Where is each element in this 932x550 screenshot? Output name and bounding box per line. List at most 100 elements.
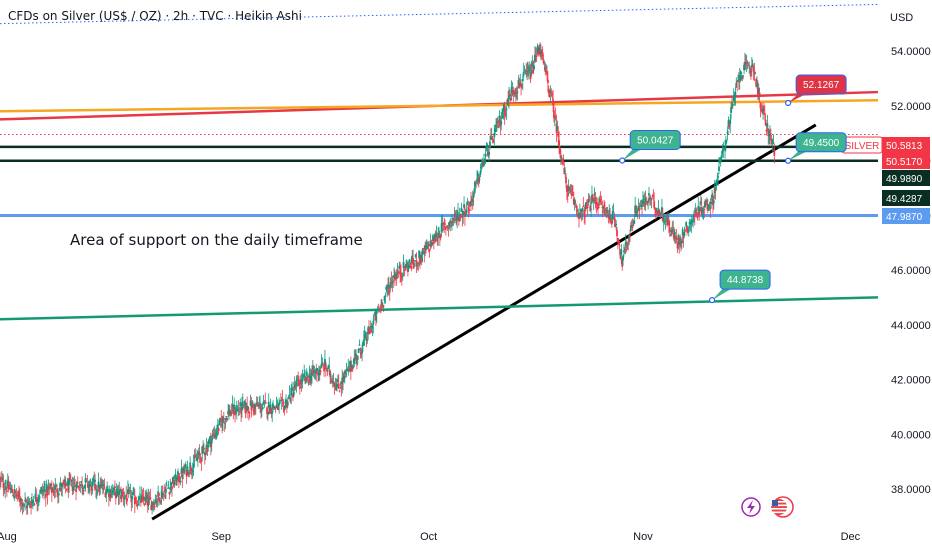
candle-body-676 [583, 210, 586, 216]
candle-body-326 [280, 399, 283, 401]
candle-body-373 [321, 363, 324, 365]
candle-body-403 [347, 365, 350, 367]
callout-pointer-0 [788, 92, 811, 104]
callout-pill-1[interactable] [629, 130, 681, 150]
candle-body-155 [133, 491, 135, 493]
candle-body-879 [758, 92, 761, 96]
candle-body-314 [270, 407, 273, 414]
candle-body-567 [489, 141, 491, 148]
candle-body-586 [505, 108, 508, 111]
candle-body-93 [79, 484, 82, 487]
candle-body-757 [653, 201, 656, 208]
candle-body-21 [17, 490, 20, 494]
candle-body-229 [196, 457, 199, 459]
candle-body-299 [257, 404, 260, 406]
candle-body-105 [89, 481, 92, 483]
candle-body-317 [273, 405, 275, 408]
candle-body-500 [431, 242, 433, 246]
support-line-3[interactable] [0, 296, 879, 321]
series-name-label: SILVER [845, 141, 880, 152]
candle-body-162 [139, 493, 141, 495]
callout-anchor-1[interactable] [619, 157, 626, 164]
candle-body-590 [508, 94, 511, 96]
callout-pill-0[interactable] [795, 74, 847, 95]
level-tag-3[interactable] [882, 208, 930, 224]
candle-body-216 [185, 469, 188, 477]
candle-body-484 [417, 262, 420, 264]
candle-body-828 [714, 189, 717, 192]
candle-body-391 [336, 380, 339, 383]
candle-body-184 [158, 493, 160, 496]
candle-body-623 [537, 51, 540, 55]
candle-body-743 [641, 205, 643, 206]
candle-body-454 [391, 281, 394, 284]
candle-body-596 [514, 92, 516, 94]
candle-body-339 [292, 393, 294, 398]
last-price-tag[interactable] [882, 137, 930, 153]
candle-body-15 [12, 495, 14, 497]
candle-body-404 [348, 368, 351, 372]
candle-body-453 [390, 280, 393, 281]
candle-body-51 [43, 489, 45, 491]
candle-body-894 [771, 141, 774, 143]
candle-body-250 [215, 433, 217, 435]
candle-body-383 [330, 376, 332, 378]
candle-body-434 [374, 312, 376, 316]
candle-body-246 [211, 434, 214, 437]
candle-body-148 [126, 489, 129, 495]
candle-body-809 [698, 211, 701, 216]
candle-body-20 [16, 495, 19, 497]
level-tag-1[interactable] [882, 170, 930, 186]
candle-body-543 [468, 209, 471, 211]
candle-body-31 [25, 505, 28, 509]
level-tag-2[interactable] [882, 190, 930, 206]
candle-body-66 [56, 489, 58, 493]
candle-body-307 [264, 400, 267, 402]
candle-body-319 [274, 408, 277, 409]
candle-body-44 [37, 499, 39, 502]
candle-body-336 [289, 397, 292, 402]
callout-anchor-3[interactable] [708, 297, 716, 304]
candle-body-568 [489, 136, 492, 139]
candle-body-774 [667, 222, 670, 226]
candle-body-342 [294, 387, 297, 389]
us-flag-icon[interactable] [771, 496, 794, 518]
candle-body-789 [680, 241, 683, 244]
candle-body-327 [281, 399, 284, 400]
candle-body-397 [342, 378, 344, 382]
candle-body-818 [705, 200, 708, 202]
candle-body-887 [765, 129, 768, 132]
candle-body-111 [95, 485, 97, 491]
candle-body-689 [594, 196, 597, 203]
candle-body-90 [76, 482, 79, 484]
callout-anchor-2[interactable] [785, 157, 792, 164]
candle-body-38 [31, 500, 34, 502]
candle-body-117 [100, 483, 103, 486]
candle-body-441 [380, 307, 383, 309]
candle-body-863 [744, 62, 747, 64]
candle-body-755 [651, 196, 654, 198]
trendline-line-0[interactable] [151, 123, 817, 521]
callout-anchor-0[interactable] [785, 99, 792, 107]
lightning-icon[interactable] [741, 497, 761, 517]
candle-body-845 [729, 119, 732, 124]
level-tag-0[interactable] [882, 153, 930, 169]
candle-body-52 [44, 489, 46, 491]
resistance-line-2[interactable] [0, 99, 879, 113]
callout-pill-2[interactable] [795, 132, 847, 153]
candle-body-18 [14, 490, 17, 493]
candle-body-513 [442, 223, 445, 225]
candle-body-675 [582, 206, 585, 207]
callout-pill-3[interactable] [719, 269, 771, 290]
candle-body-872 [752, 67, 755, 72]
candle-body-237 [203, 453, 206, 456]
candle-body-665 [573, 200, 576, 204]
candle-body-352 [303, 374, 306, 376]
candle-body-499 [430, 244, 433, 247]
candle-body-116 [99, 484, 102, 489]
candle-body-531 [457, 217, 460, 221]
candle-body-853 [736, 81, 739, 83]
candle-body-343 [295, 382, 298, 387]
